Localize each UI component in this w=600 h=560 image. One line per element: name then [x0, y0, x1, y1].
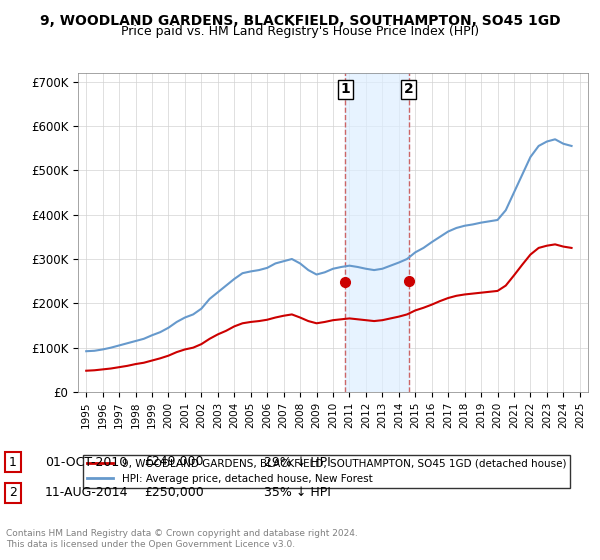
Text: 1: 1 — [9, 455, 17, 469]
Legend: 9, WOODLAND GARDENS, BLACKFIELD, SOUTHAMPTON, SO45 1GD (detached house), HPI: Av: 9, WOODLAND GARDENS, BLACKFIELD, SOUTHAM… — [83, 455, 571, 488]
Text: 2: 2 — [404, 82, 413, 96]
Text: 29% ↓ HPI: 29% ↓ HPI — [264, 455, 331, 469]
Text: 01-OCT-2010: 01-OCT-2010 — [45, 455, 127, 469]
Text: £250,000: £250,000 — [144, 486, 204, 500]
Text: Contains HM Land Registry data © Crown copyright and database right 2024.
This d: Contains HM Land Registry data © Crown c… — [6, 529, 358, 549]
Bar — [346, 73, 409, 392]
Text: £249,000: £249,000 — [144, 455, 203, 469]
Text: 1: 1 — [340, 82, 350, 96]
Text: 35% ↓ HPI: 35% ↓ HPI — [264, 486, 331, 500]
Text: 9, WOODLAND GARDENS, BLACKFIELD, SOUTHAMPTON, SO45 1GD: 9, WOODLAND GARDENS, BLACKFIELD, SOUTHAM… — [40, 14, 560, 28]
Text: Price paid vs. HM Land Registry's House Price Index (HPI): Price paid vs. HM Land Registry's House … — [121, 25, 479, 38]
Text: 2: 2 — [9, 486, 17, 500]
Text: 11-AUG-2014: 11-AUG-2014 — [45, 486, 128, 500]
